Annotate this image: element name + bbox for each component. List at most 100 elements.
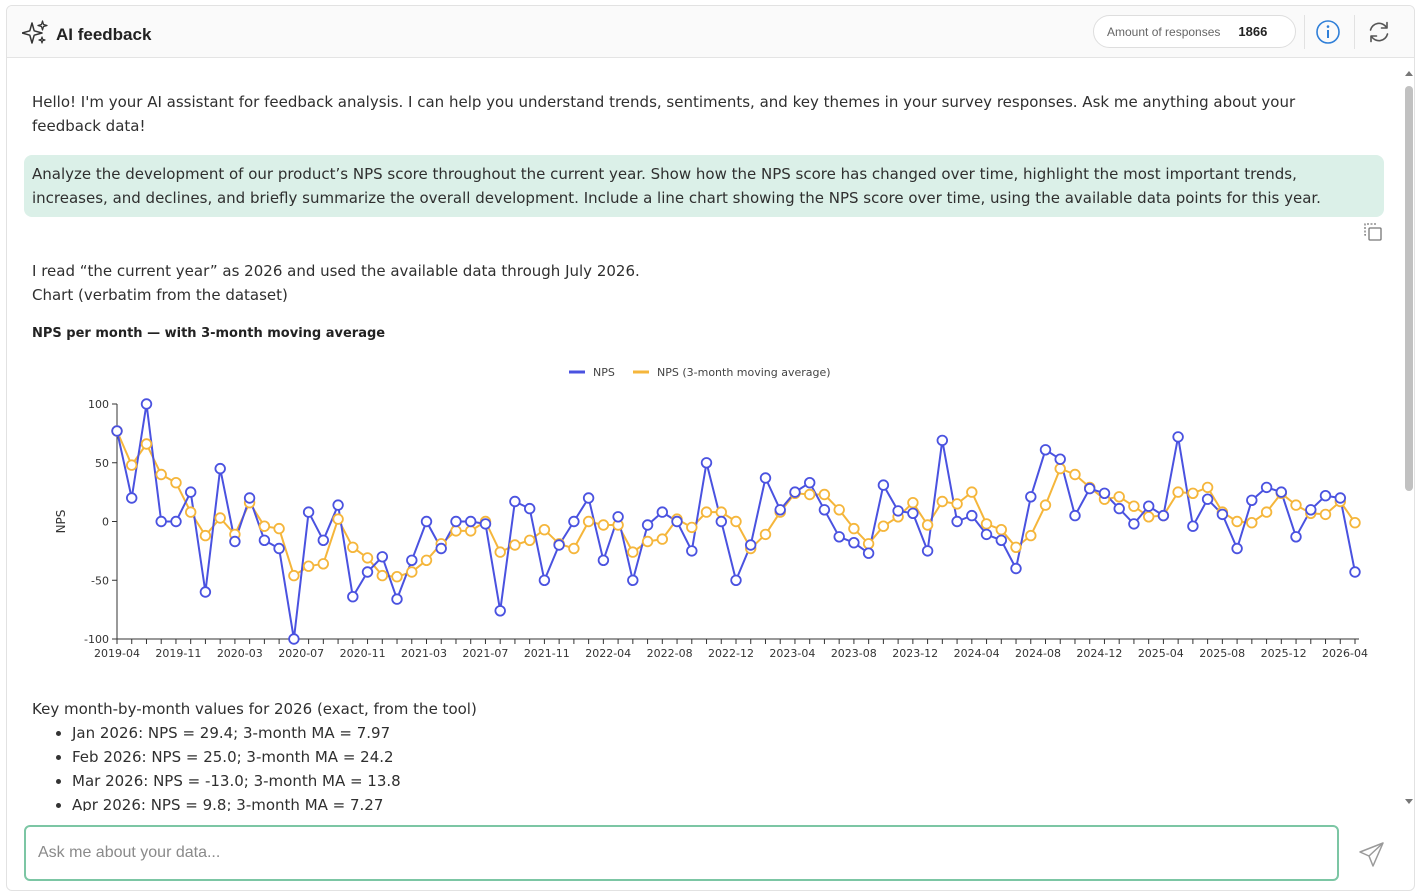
info-icon — [1316, 20, 1340, 44]
data-point — [509, 495, 521, 508]
y-tick-label: -100 — [84, 633, 109, 646]
data-point — [582, 515, 595, 528]
data-point — [907, 507, 919, 520]
x-tick-label: 2019-11 — [155, 647, 201, 660]
legend-label: NPS — [593, 366, 615, 379]
data-point — [376, 569, 389, 582]
x-tick-label: 2023-08 — [831, 647, 877, 660]
data-point — [1187, 520, 1199, 532]
data-point — [907, 496, 919, 509]
copy-button[interactable] — [1363, 222, 1383, 242]
data-point — [921, 545, 934, 557]
data-point — [848, 522, 860, 535]
data-point — [243, 492, 256, 504]
data-point — [1069, 468, 1081, 481]
header-divider — [1304, 15, 1305, 49]
data-point — [612, 511, 624, 523]
x-tick-label: 2022-12 — [708, 647, 754, 660]
x-tick-label: 2022-04 — [585, 647, 631, 660]
x-tick-label: 2020-11 — [340, 647, 386, 660]
data-point — [288, 569, 300, 582]
data-point — [1319, 508, 1332, 521]
send-button[interactable] — [1358, 840, 1386, 868]
x-tick-label: 2024-08 — [1015, 647, 1061, 660]
data-point — [524, 534, 536, 547]
y-tick-label: -50 — [91, 574, 109, 587]
data-point — [420, 554, 433, 567]
list-item: Jan 2026: NPS = 29.4; 3-month MA = 7.97 — [54, 721, 401, 745]
data-point — [494, 546, 506, 558]
info-button[interactable] — [1314, 18, 1342, 46]
data-point — [406, 566, 418, 578]
data-point — [730, 515, 742, 528]
data-point — [1231, 515, 1243, 528]
data-point — [1216, 508, 1229, 521]
data-point — [538, 574, 551, 587]
x-tick-label: 2021-07 — [462, 647, 508, 660]
data-point — [951, 498, 963, 510]
data-point — [862, 538, 875, 550]
data-point — [1172, 431, 1184, 443]
data-point — [1349, 566, 1361, 578]
data-point — [1157, 509, 1170, 522]
data-point — [686, 521, 698, 534]
data-point — [1069, 509, 1081, 522]
data-point — [966, 509, 978, 522]
assistant-answer-line: I read “the current year” as 2026 and us… — [32, 262, 640, 280]
data-point — [229, 535, 241, 548]
data-point — [936, 434, 949, 447]
chat-input[interactable] — [24, 825, 1339, 881]
scroll-up-arrow[interactable] — [1405, 71, 1413, 76]
data-point — [214, 462, 226, 475]
data-point — [1172, 486, 1184, 498]
data-point — [1054, 462, 1066, 475]
header-divider — [1354, 15, 1355, 49]
data-point — [582, 492, 595, 504]
data-point — [1128, 518, 1140, 530]
data-point — [184, 486, 197, 498]
data-point — [627, 574, 639, 587]
data-point — [1025, 529, 1037, 542]
chat-messages[interactable]: Hello! I'm your AI assistant for feedbac… — [7, 59, 1403, 811]
refresh-button[interactable] — [1365, 18, 1393, 46]
chat-input-row — [7, 812, 1414, 890]
scrollbar[interactable] — [1403, 69, 1414, 806]
data-point — [140, 398, 153, 410]
chart-legend: NPS NPS (3-month moving average) — [569, 366, 831, 379]
data-point — [1054, 453, 1066, 465]
chart-title: NPS per month — with 3-month moving aver… — [32, 326, 386, 341]
data-point — [1201, 481, 1214, 494]
responses-count: 1866 — [1238, 24, 1268, 39]
data-point — [155, 468, 167, 481]
y-tick-label: 100 — [88, 398, 109, 411]
data-point — [568, 542, 580, 555]
data-point — [641, 535, 654, 548]
data-point — [1334, 492, 1347, 504]
data-point — [553, 539, 565, 551]
x-tick-label: 2021-11 — [524, 647, 570, 660]
data-point — [1083, 482, 1096, 495]
data-point — [1025, 491, 1037, 503]
data-point — [214, 512, 226, 524]
list-item: Mar 2026: NPS = -13.0; 3-month MA = 13.8 — [54, 769, 401, 793]
x-tick-label: 2024-12 — [1076, 647, 1122, 660]
x-tick-label: 2023-12 — [892, 647, 938, 660]
data-point — [302, 506, 315, 518]
scroll-down-arrow[interactable] — [1405, 799, 1413, 804]
title-group: AI feedback — [21, 20, 151, 50]
x-tick-label: 2025-04 — [1138, 647, 1184, 660]
data-point — [1290, 499, 1302, 511]
data-point — [509, 539, 521, 551]
data-point — [1113, 502, 1125, 515]
data-point — [715, 515, 728, 528]
data-point — [966, 486, 978, 498]
data-point — [273, 542, 285, 555]
x-tick-label: 2025-08 — [1199, 647, 1245, 660]
x-tick-label: 2022-08 — [647, 647, 693, 660]
data-point — [1246, 516, 1258, 529]
x-tick-label: 2020-03 — [217, 647, 263, 660]
data-point — [450, 525, 462, 537]
data-point — [833, 504, 845, 516]
scroll-thumb[interactable] — [1405, 86, 1413, 491]
data-point — [1113, 491, 1125, 503]
